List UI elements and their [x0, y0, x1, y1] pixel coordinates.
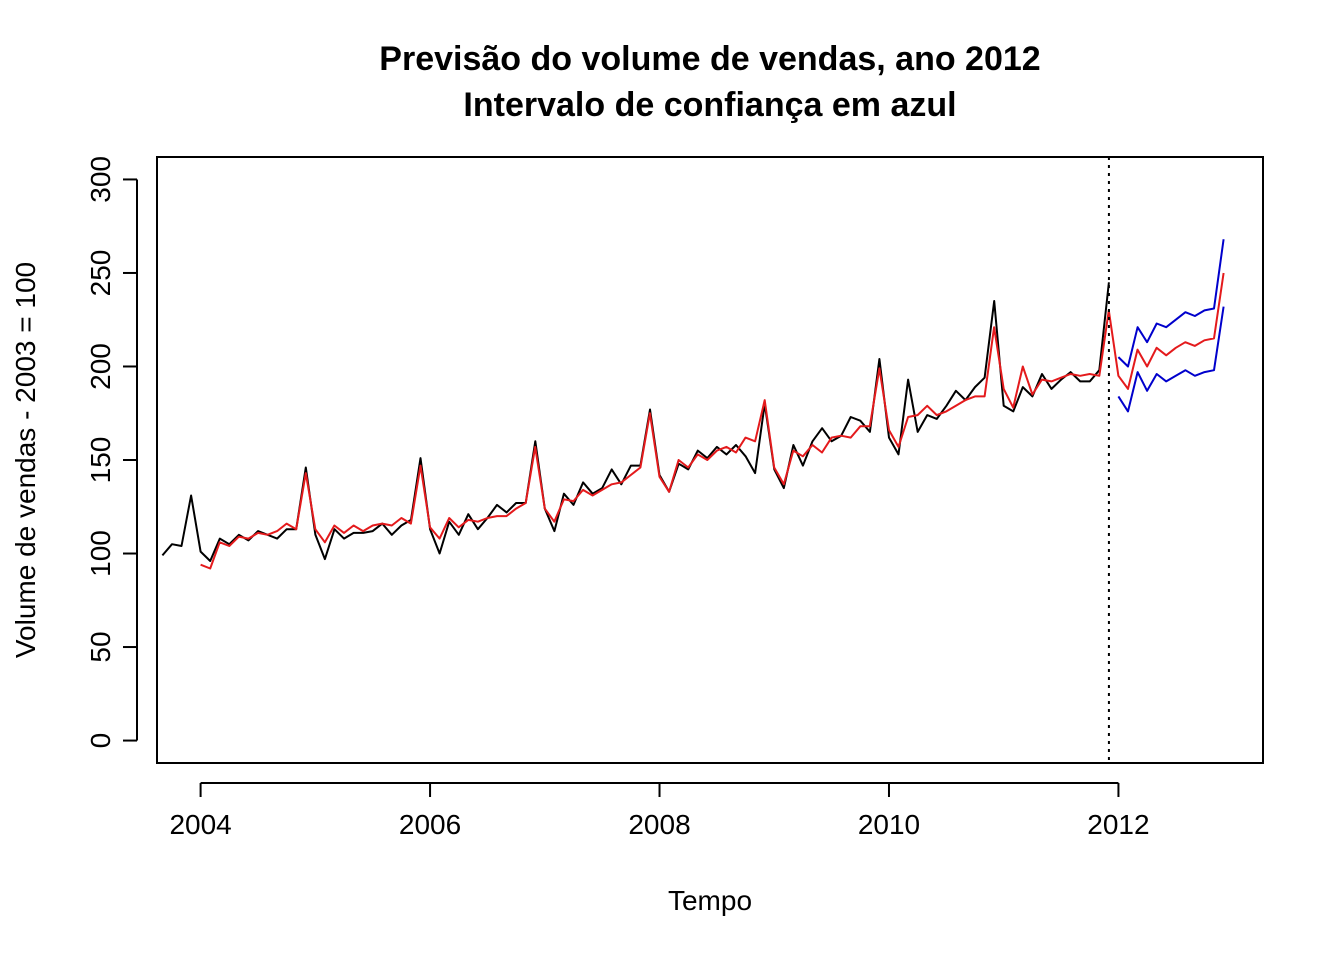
chart-title: Previsão do volume de vendas, ano 2012	[379, 40, 1040, 78]
y-tick-label-250: 250	[85, 250, 116, 297]
y-tick-label-300: 300	[85, 156, 116, 203]
series-line-3	[1117, 306, 1225, 413]
series-line-2	[1117, 239, 1225, 368]
chart-subtitle: Intervalo de confiança em azul	[463, 86, 956, 124]
y-tick-label-150: 150	[85, 437, 116, 484]
y-tick-label-50: 50	[85, 631, 116, 662]
y-tick-label-100: 100	[85, 530, 116, 577]
x-tick-label-2006: 2006	[399, 809, 461, 840]
series-layer	[161, 239, 1225, 570]
series-line-0	[161, 282, 1110, 562]
y-tick-label-200: 200	[85, 343, 116, 390]
series-line-1	[200, 272, 1225, 570]
y-axis-label: Volume de vendas - 2003 = 100	[10, 262, 41, 658]
x-axis: 2004 2006 2008 2010 2012	[169, 782, 1150, 840]
y-axis: 0 50 100 150 200 250 300	[85, 156, 138, 749]
x-tick-label-2008: 2008	[628, 809, 690, 840]
x-tick-label-2010: 2010	[858, 809, 920, 840]
x-tick-label-2004: 2004	[169, 809, 231, 840]
plot-frame	[156, 156, 1264, 764]
x-axis-label: Tempo	[668, 885, 752, 916]
y-tick-label-0: 0	[85, 733, 116, 749]
x-tick-label-2012: 2012	[1087, 809, 1149, 840]
